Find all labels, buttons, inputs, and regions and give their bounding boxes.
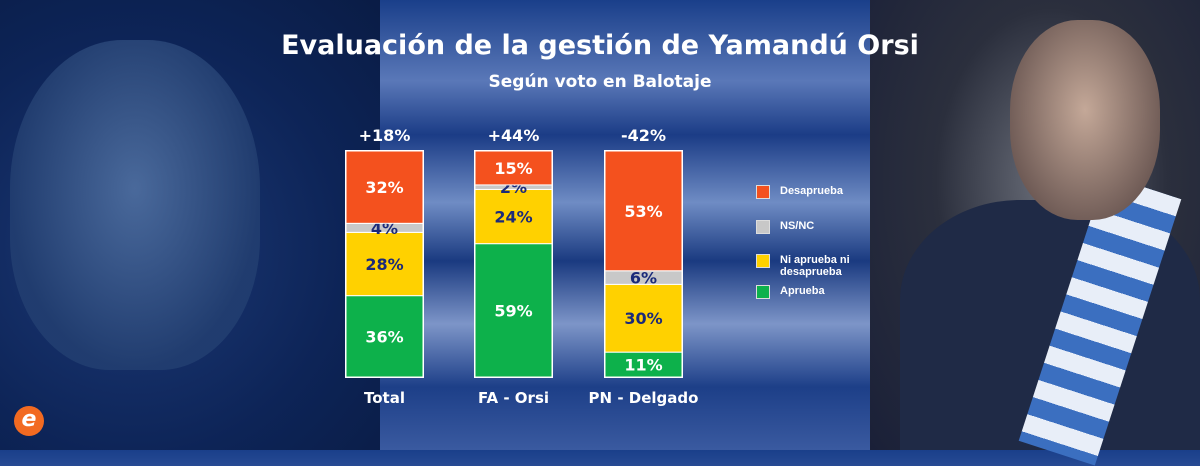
data-label: 59% [494,301,532,320]
bar-segment [345,150,424,224]
data-label: 6% [630,269,657,288]
data-label: 30% [624,309,662,328]
net-label: +44% [488,126,540,145]
category-label: FA - Orsi [478,389,549,407]
data-label: 15% [494,159,532,178]
data-label: 53% [624,202,662,221]
bar-segment [604,351,683,378]
category-label: Total [364,389,405,407]
category-label: PN - Delgado [589,389,699,407]
legend-label: Ni aprueba ni desaprueba [780,254,850,278]
net-label: -42% [621,126,666,145]
legend-swatch [756,220,770,234]
brand-logo: e [14,406,44,436]
bar-segment [345,295,424,378]
bar-segment [604,283,683,353]
bar-segment [604,150,683,272]
data-label: 11% [624,356,662,375]
legend-item: Desaprueba [756,185,896,199]
data-label: 32% [365,178,403,197]
chart-subtitle: Según voto en Balotaje [488,72,712,92]
net-label: +18% [359,126,411,145]
data-label: 24% [494,208,532,227]
legend-swatch [756,254,770,268]
legend-item: Ni aprueba ni desaprueba [756,254,896,278]
legend-label: Desaprueba [780,185,843,197]
data-label: 28% [365,255,403,274]
chart-title: Evaluación de la gestión de Yamandú Orsi [281,30,919,61]
bar-segment [345,231,424,297]
legend-item: NS/NC [756,220,896,234]
legend-swatch [756,185,770,199]
legend-swatch [756,285,770,299]
legend-label: NS/NC [780,220,815,232]
bar-segment [474,243,553,378]
bar-segment [474,150,553,186]
person-photo-right [1010,20,1160,220]
legend-label: Aprueba [780,285,825,297]
person-photo-left [10,40,260,370]
data-label: 36% [365,327,403,346]
bar-segment [474,188,553,245]
legend-item: Aprueba [756,285,896,299]
